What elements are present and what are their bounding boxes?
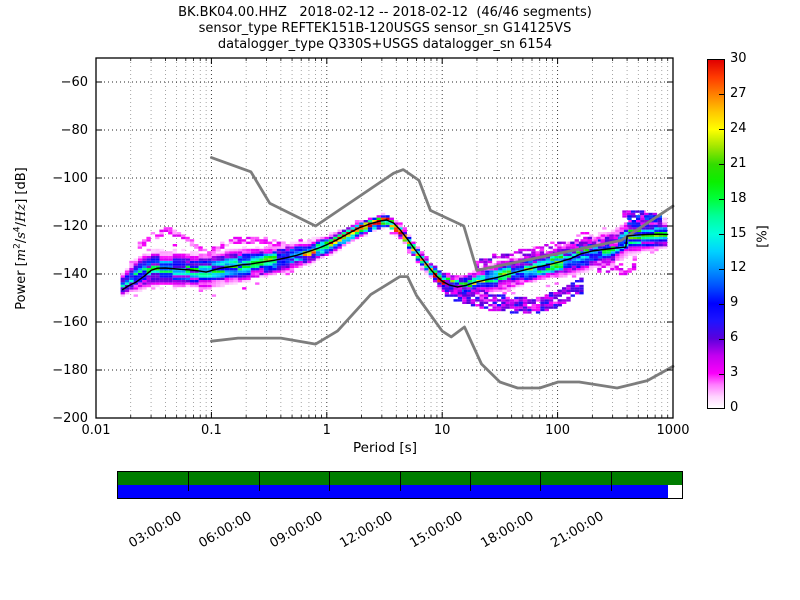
timeline-tickmark xyxy=(540,472,542,491)
tick-marks xyxy=(95,58,674,419)
colorbar-tickmark xyxy=(719,199,724,201)
colorbar-tick-label: 0 xyxy=(730,400,739,415)
colorbar-tickmark xyxy=(719,338,724,340)
y-tick-label: −160 xyxy=(52,314,88,330)
colorbar-tick-label: 21 xyxy=(730,155,747,171)
colorbar-tickmark xyxy=(719,373,724,375)
x-tick-label: 1000 xyxy=(656,423,690,438)
plot-subtitle-sensor: sensor_type REFTEK151B-120USGS sensor_sn… xyxy=(198,21,572,36)
colorbar-tick-label: 9 xyxy=(730,295,739,311)
colorbar-tickmark xyxy=(719,234,724,235)
x-tick-label: 0.01 xyxy=(81,423,111,438)
timeline-tickmark xyxy=(258,472,260,491)
colorbar-tick-label: 15 xyxy=(730,225,747,241)
psd-mode-line xyxy=(121,219,669,291)
x-tick-label: 0.1 xyxy=(201,423,222,438)
colorbar-tick-label: 24 xyxy=(730,120,747,136)
timeline-gap xyxy=(667,485,682,498)
colorbar-tickmark xyxy=(719,268,724,270)
timeline-coverage-bar xyxy=(117,471,683,499)
y-tick-label: −120 xyxy=(52,218,88,234)
x-tick-label: 100 xyxy=(545,423,570,438)
timeline-tickmark xyxy=(188,472,190,491)
nhnm-high-noise-model-line xyxy=(209,156,675,272)
colorbar-tickmark xyxy=(719,94,724,96)
y-tick-label: −80 xyxy=(60,122,88,138)
x-tick-label: 1 xyxy=(322,423,331,438)
x-tick-label: 10 xyxy=(433,423,451,438)
y-tick-label: −180 xyxy=(52,362,88,378)
plot-subtitle-datalogger: datalogger_type Q330S+USGS datalogger_sn… xyxy=(217,37,553,52)
colorbar xyxy=(707,59,725,409)
timeline-tickmark xyxy=(610,472,612,491)
colorbar-tick-label: 12 xyxy=(730,260,747,276)
plot-title: BK.BK04.00.HHZ 2018-02-12 -- 2018-02-12 … xyxy=(178,5,592,20)
colorbar-tick-label: 3 xyxy=(730,365,739,381)
colorbar-tickmark xyxy=(719,129,724,131)
timeline-tickmark xyxy=(399,472,401,491)
colorbar-tick-label: 30 xyxy=(730,51,747,66)
y-tick-label: −140 xyxy=(52,266,88,282)
colorbar-tick-label: 18 xyxy=(730,190,747,206)
y-axis-label: Power [m2/s4/Hz] [dB] xyxy=(12,167,29,310)
plot-frame xyxy=(95,57,674,419)
colorbar-tickmark xyxy=(719,164,724,166)
colorbar-tick-label: 6 xyxy=(730,330,739,346)
timeline-tickmark xyxy=(329,472,331,491)
colorbar-tick-label: 27 xyxy=(730,85,747,101)
y-tick-label: −200 xyxy=(52,410,88,426)
nlnm-low-noise-model-line xyxy=(209,275,675,390)
y-tick-label: −100 xyxy=(52,170,88,186)
colorbar-tickmark xyxy=(719,303,724,305)
timeline-tickmark xyxy=(469,472,471,491)
x-axis-label: Period [s] xyxy=(353,440,417,456)
y-tick-label: −60 xyxy=(60,74,88,90)
